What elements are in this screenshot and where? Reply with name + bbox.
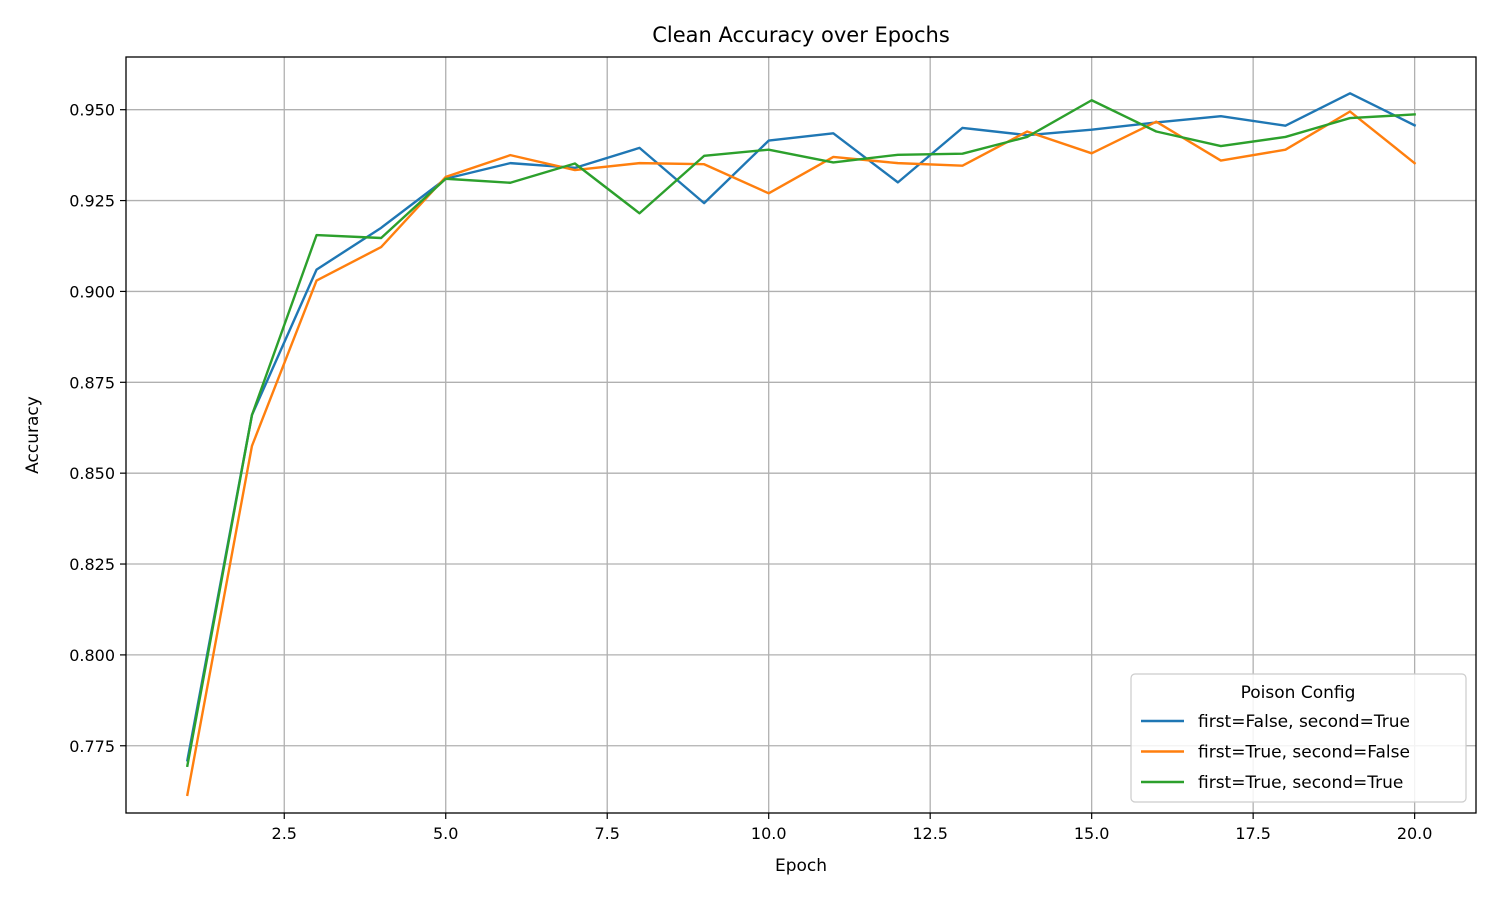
y-tick-label: 0.850 — [69, 464, 115, 483]
axis-ticks: 2.5 5.0 7.5 10.0 12.5 15.0 17.5 20.0 0.775 0.800 0… — [69, 101, 1432, 843]
x-tick-label: 17.5 — [1235, 824, 1271, 843]
x-tick-label: 5.0 — [433, 824, 458, 843]
legend-entry-1: first=False, second=True — [1198, 712, 1410, 732]
series-line-1 — [185, 92, 1417, 762]
series-line-2 — [185, 110, 1417, 797]
y-tick-label: 0.925 — [69, 192, 115, 211]
x-tick-label: 20.0 — [1397, 824, 1433, 843]
y-tick-label: 0.825 — [69, 555, 115, 574]
x-axis-label: Epoch — [775, 856, 827, 876]
legend-title: Poison Config — [1241, 683, 1356, 703]
x-tick-label: 12.5 — [912, 824, 948, 843]
series-line-3 — [185, 99, 1416, 768]
y-tick-label: 0.900 — [69, 282, 115, 301]
y-tick-label: 0.950 — [69, 101, 115, 120]
grid — [126, 57, 1476, 813]
x-tick-label: 10.0 — [751, 824, 787, 843]
legend-entry-3: first=True, second=True — [1198, 773, 1403, 793]
series-lines — [185, 92, 1417, 797]
x-tick-label: 15.0 — [1074, 824, 1110, 843]
y-tick-label: 0.800 — [69, 646, 115, 665]
plot-area-frame — [125, 56, 1477, 814]
y-tick-label: 0.875 — [69, 373, 115, 392]
chart-title: Clean Accuracy over Epochs — [652, 23, 950, 47]
legend-entry-2: first=True, second=False — [1198, 743, 1410, 763]
x-tick-label: 7.5 — [594, 824, 619, 843]
legend: Poison Config first=False, second=True fi… — [1130, 673, 1467, 803]
x-tick-label: 2.5 — [272, 824, 297, 843]
legend-box — [1130, 673, 1467, 803]
y-axis-label: Accuracy — [23, 396, 43, 474]
y-tick-label: 0.775 — [69, 737, 115, 756]
